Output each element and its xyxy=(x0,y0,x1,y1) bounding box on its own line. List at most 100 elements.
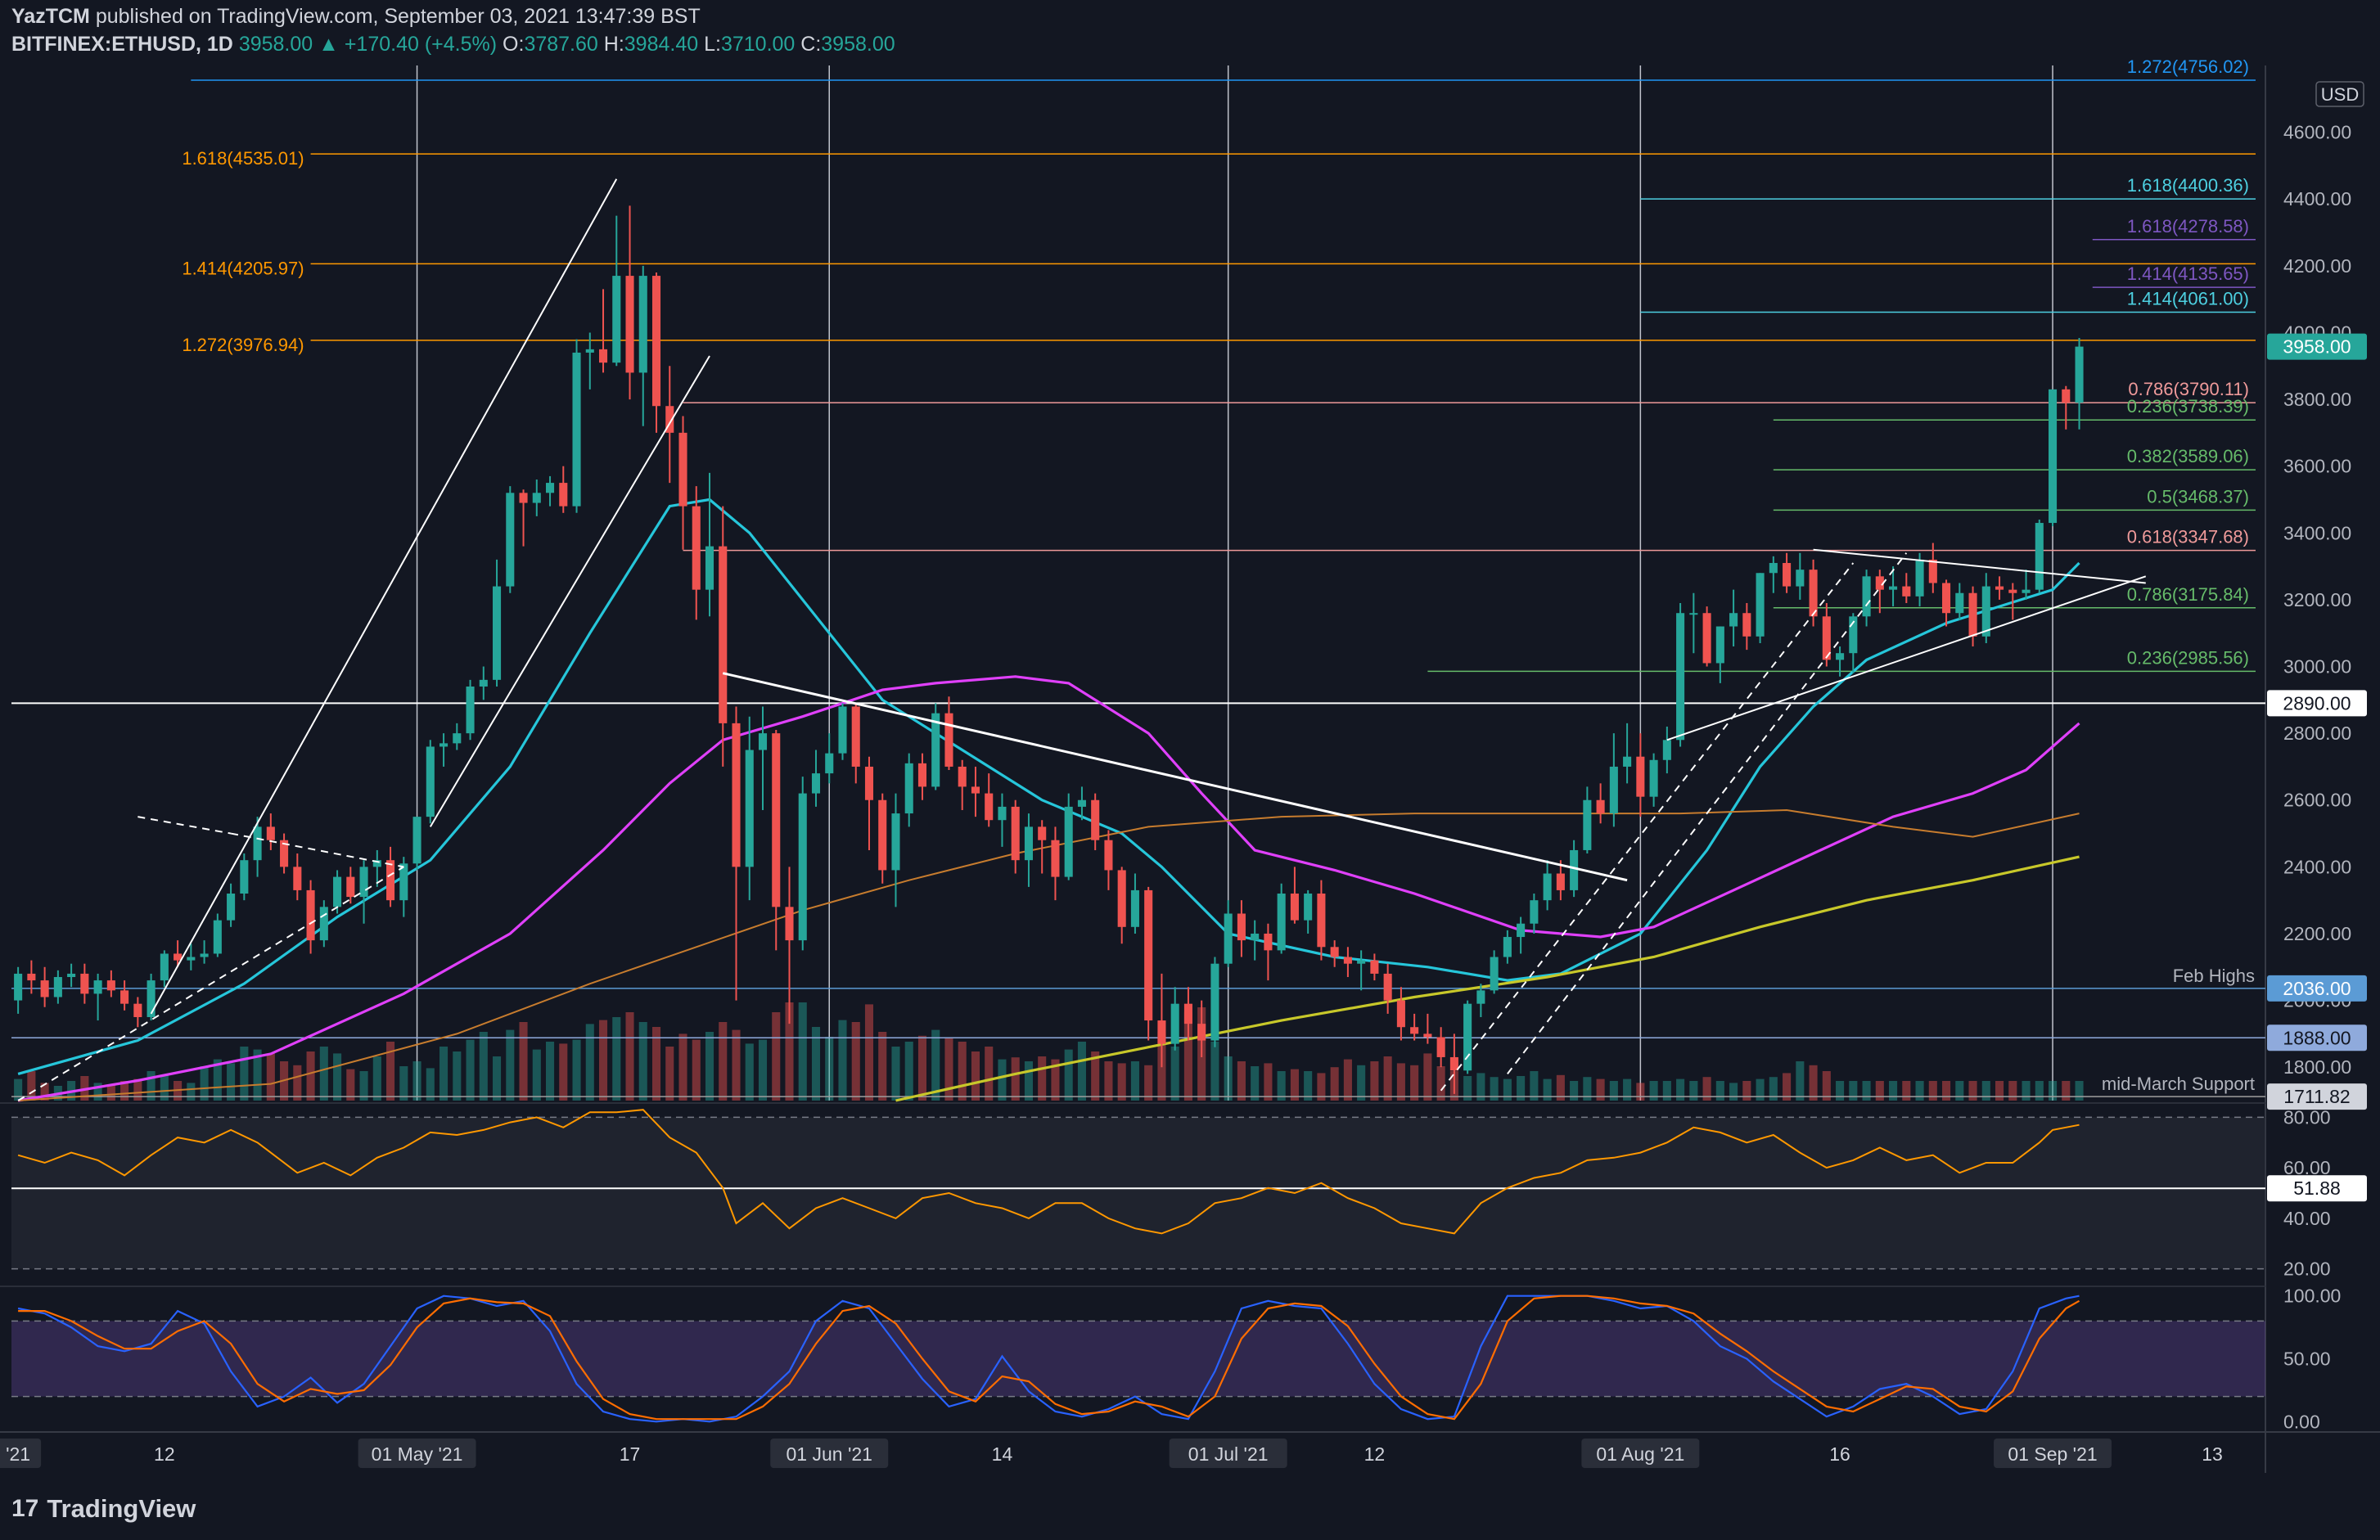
candle-body xyxy=(1556,873,1565,890)
time-axis-label: 01 May '21 xyxy=(372,1443,463,1465)
candle-body xyxy=(1476,990,1485,1004)
fib-level-label: 1.272(3976.94) xyxy=(182,335,304,355)
candle-body xyxy=(1170,1003,1179,1044)
candle-body xyxy=(93,980,102,994)
candle-body xyxy=(1836,653,1845,660)
rsi-tick-label: 20.00 xyxy=(2283,1259,2331,1280)
candle-body xyxy=(439,743,449,747)
volume-bar xyxy=(1224,1056,1233,1101)
price-change: ▲ +170.40 (+4.5%) xyxy=(318,33,498,56)
volume-bar xyxy=(2008,1081,2017,1101)
low-label: L: xyxy=(704,33,721,56)
candle-body xyxy=(1915,559,1924,597)
tradingview-brand[interactable]: 17 TradingView xyxy=(11,1494,196,1524)
volume-bar xyxy=(612,1017,621,1101)
volume-bar xyxy=(1396,1063,1405,1101)
volume-bar xyxy=(2048,1081,2058,1101)
ma-20-line xyxy=(17,498,2080,1075)
volume-bar xyxy=(692,1039,701,1101)
time-label-bg xyxy=(770,1439,889,1468)
volume-bar xyxy=(1570,1081,1579,1101)
volume-bar xyxy=(1024,1061,1033,1101)
candle-body xyxy=(506,493,515,587)
candle-body xyxy=(1570,849,1579,890)
candle-body xyxy=(1636,756,1645,797)
fib-level-label: 0.5(3468.37) xyxy=(2147,486,2249,507)
candle-body xyxy=(1689,613,1698,615)
candle-body xyxy=(1756,573,1765,637)
volume-bar xyxy=(439,1047,449,1101)
volume-bar xyxy=(1742,1081,1751,1101)
volume-bar xyxy=(891,1047,900,1101)
time-axis-label: 01 Aug '21 xyxy=(1596,1443,1684,1465)
candle-body xyxy=(545,483,555,493)
volume-bar xyxy=(93,1083,102,1101)
volume-bar xyxy=(1968,1081,1977,1101)
volume-bar xyxy=(1875,1081,1884,1101)
candle-body xyxy=(625,276,634,373)
symbol-name[interactable]: BITFINEX:ETHUSD, 1D xyxy=(11,33,233,56)
volume-bar xyxy=(466,1039,475,1101)
candle-body xyxy=(719,546,728,723)
ma-200-line xyxy=(895,855,2080,1102)
support-price-tag-bg xyxy=(2267,1024,2367,1051)
candle-body xyxy=(412,817,421,864)
fib-level-label: 1.272(4756.02) xyxy=(2127,56,2249,77)
volume-bar xyxy=(146,1071,156,1101)
volume-bar xyxy=(878,1032,887,1101)
candle-body xyxy=(971,786,980,794)
candle-body xyxy=(227,894,236,921)
candle-body xyxy=(479,679,488,687)
high-label: H: xyxy=(603,33,624,56)
volume-bar xyxy=(1676,1078,1685,1101)
candle-body xyxy=(1809,570,1818,617)
candle-body xyxy=(133,1003,142,1017)
candle-body xyxy=(1623,756,1632,767)
fib-level-label: 1.618(4278.58) xyxy=(2127,216,2249,236)
time-axis-label: 13 xyxy=(2202,1443,2223,1465)
volume-bar xyxy=(1942,1081,1951,1101)
candle-body xyxy=(2035,523,2044,590)
candle-body xyxy=(40,980,49,997)
candle-body xyxy=(1449,1056,1458,1071)
volume-bar xyxy=(638,1022,647,1101)
candle-body xyxy=(1051,840,1060,877)
volume-bar xyxy=(1796,1061,1805,1101)
candle-body xyxy=(1277,894,1286,951)
volume-bar xyxy=(1715,1081,1724,1101)
volume-bar xyxy=(1383,1056,1392,1101)
volume-bar xyxy=(293,1065,302,1101)
volume-bar xyxy=(1144,1065,1153,1101)
fib-level-label: 1.618(4535.01) xyxy=(182,148,304,169)
candle-body xyxy=(745,750,754,867)
candle-body xyxy=(1038,826,1047,840)
volume-bar xyxy=(386,1042,395,1101)
tradingview-wordmark: TradingView xyxy=(47,1494,196,1523)
candle-body xyxy=(1024,826,1033,861)
volume-bar xyxy=(864,1004,874,1101)
candle-body xyxy=(1715,626,1724,664)
trendline xyxy=(1666,575,2147,741)
price-tick-label: 4400.00 xyxy=(2283,188,2351,209)
published-header: YazTCM published on TradingView.com, Sep… xyxy=(11,5,701,29)
candle-body xyxy=(651,276,661,407)
volume-bar xyxy=(1702,1077,1711,1101)
price-tick-label: 3800.00 xyxy=(2283,389,2351,410)
volume-bar xyxy=(1623,1078,1632,1101)
candle-body xyxy=(1370,960,1379,974)
volume-bar xyxy=(1889,1081,1898,1101)
candle-body xyxy=(585,349,594,353)
candle-body xyxy=(1503,937,1512,957)
volume-bar xyxy=(1064,1049,1073,1101)
volume-bar xyxy=(1609,1081,1618,1101)
volume-bar xyxy=(958,1042,967,1101)
fib-level-label: 0.236(3738.39) xyxy=(2127,396,2249,417)
candle-body xyxy=(1968,592,1977,637)
price-tick-label: 2600.00 xyxy=(2283,790,2351,811)
trendline xyxy=(230,832,404,868)
volume-bar xyxy=(1051,1059,1060,1101)
publisher-name[interactable]: YazTCM xyxy=(11,5,90,28)
currency-box xyxy=(2315,81,2364,107)
